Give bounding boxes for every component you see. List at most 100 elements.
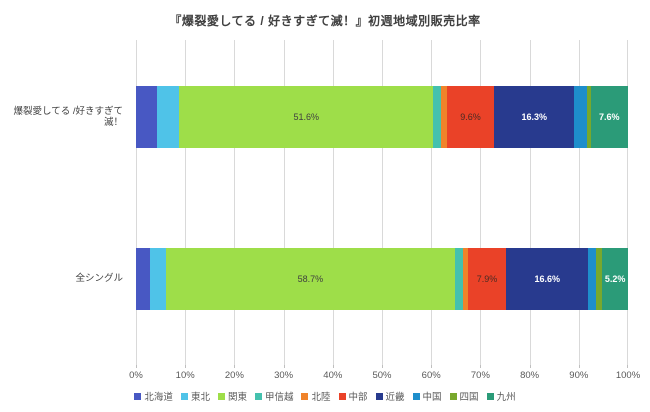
- legend-label: 近畿: [385, 392, 405, 403]
- stacked-bar: 51.6% 9.6% 16.3% 7.6%: [136, 86, 628, 148]
- x-axis: 0% 10% 20% 30% 40% 50% 60% 70% 80% 90% 100%: [129, 365, 640, 387]
- data-label: 51.6%: [293, 111, 319, 122]
- legend-swatch-icon: [338, 392, 346, 400]
- data-label: 5.2%: [604, 273, 626, 284]
- bar-segment: [588, 248, 597, 310]
- bar-segment: 16.3%: [494, 86, 575, 148]
- legend-swatch-icon: [412, 392, 420, 400]
- x-axis-tick: [382, 365, 383, 368]
- x-axis-tick: [234, 365, 236, 368]
- legend-label: 四国: [459, 392, 479, 403]
- gridline: [578, 40, 580, 365]
- x-axis-tick-label: 40%: [323, 370, 343, 381]
- legend-item: 中部: [338, 389, 368, 403]
- gridline: [382, 40, 383, 365]
- bar-segment: 5.2%: [602, 248, 628, 310]
- legend-item: 北陸: [301, 389, 331, 403]
- chart-title: 『爆裂愛してる / 好きすぎて滅！』初週地域別販売比率: [169, 14, 481, 28]
- gridline: [627, 40, 628, 365]
- gridline: [136, 40, 137, 365]
- legend-item: 九州: [486, 389, 516, 403]
- gridline: [332, 40, 334, 365]
- x-axis-tick-label: 30%: [274, 370, 294, 381]
- legend-swatch-icon: [180, 392, 188, 400]
- x-axis-tick-label: 100%: [615, 370, 641, 381]
- bar-segment: 7.6%: [590, 86, 628, 148]
- bar-segment: [596, 248, 603, 310]
- legend-swatch-icon: [134, 392, 142, 400]
- legend-label: 中国: [422, 392, 442, 403]
- bar-segment: [462, 248, 468, 310]
- x-axis-tick-label: 70%: [470, 370, 490, 381]
- data-label: 7.9%: [476, 273, 498, 284]
- legend-label: 中部: [348, 392, 368, 403]
- legend-swatch-icon: [217, 392, 225, 400]
- bar-segment: [149, 248, 166, 310]
- legend-swatch-icon: [449, 392, 457, 400]
- bar-segment: [586, 86, 591, 148]
- legend-swatch-icon: [486, 392, 494, 400]
- gridline: [529, 40, 531, 365]
- x-axis-tick: [283, 365, 285, 368]
- data-label: 16.6%: [534, 273, 561, 284]
- data-label: 58.7%: [297, 273, 324, 284]
- x-axis-tick-label: 10%: [175, 370, 195, 381]
- x-axis-tick: [529, 365, 531, 368]
- stacked-bar: 58.7% 7.9% 16.6% 5.2%: [136, 248, 628, 310]
- x-axis-tick-label: 90%: [569, 370, 589, 381]
- plot-area: 51.6% 9.6% 16.3% 7.6% 58.7% 7.9% 16.6% 5.2%: [136, 40, 628, 365]
- legend-label: 九州: [496, 392, 516, 403]
- bar-segment: 51.6%: [179, 86, 434, 148]
- legend-item: 関東: [217, 389, 247, 403]
- gridline: [185, 40, 187, 365]
- legend-label: 東北: [190, 392, 210, 403]
- x-axis-tick: [627, 365, 628, 368]
- bar-segment: 58.7%: [166, 248, 455, 310]
- legend-item: 中国: [412, 389, 442, 403]
- legend-item: 近畿: [375, 389, 405, 403]
- data-label: 9.6%: [460, 111, 481, 122]
- category-label: 全シングル: [75, 273, 123, 285]
- category-label: 爆裂愛してる /好きすぎて滅！: [13, 105, 124, 128]
- x-axis-tick-label: 80%: [520, 370, 540, 381]
- x-axis-tick-label: 20%: [224, 370, 244, 381]
- legend-label: 関東: [227, 392, 247, 403]
- legend-item: 東北: [180, 389, 210, 403]
- bar-segment: [136, 248, 150, 310]
- legend-item: 北海道: [134, 389, 173, 403]
- legend-label: 北海道: [144, 392, 173, 403]
- x-axis-tick-label: 0%: [129, 370, 143, 381]
- legend: 北海道 東北 関東 甲信越 北陸 中部 近畿 中国 四国 九州: [0, 389, 650, 403]
- gridline: [431, 40, 433, 365]
- legend-swatch-icon: [301, 392, 309, 400]
- bar-segment: 16.6%: [506, 248, 589, 310]
- x-axis-tick: [578, 365, 580, 368]
- legend-label: 甲信越: [264, 392, 294, 403]
- x-axis-tick: [185, 365, 187, 368]
- bar-segment: 7.9%: [467, 248, 507, 310]
- x-axis-tick: [431, 365, 433, 368]
- legend-item: 四国: [449, 389, 479, 403]
- x-axis-tick: [332, 365, 334, 368]
- bar-segment: [136, 86, 157, 148]
- bar-segment: 9.6%: [446, 86, 495, 148]
- legend-label: 北陸: [311, 392, 331, 403]
- gridline: [234, 40, 236, 365]
- bar-segment: [156, 86, 180, 148]
- x-axis-tick: [136, 365, 137, 368]
- data-label: 16.3%: [521, 111, 547, 122]
- legend-swatch-icon: [254, 392, 262, 400]
- x-axis-tick-label: 60%: [421, 370, 441, 381]
- bar-segment: [433, 86, 441, 148]
- bar-segment: [440, 86, 447, 148]
- x-axis-tick: [480, 365, 482, 368]
- legend-item: 甲信越: [254, 389, 294, 403]
- legend-swatch-icon: [375, 392, 383, 400]
- gridline: [283, 40, 285, 365]
- bar-segment: [574, 86, 587, 148]
- gridline: [480, 40, 482, 365]
- x-axis-tick-label: 50%: [372, 370, 392, 381]
- data-label: 7.6%: [598, 111, 620, 122]
- bar-segment: [454, 248, 463, 310]
